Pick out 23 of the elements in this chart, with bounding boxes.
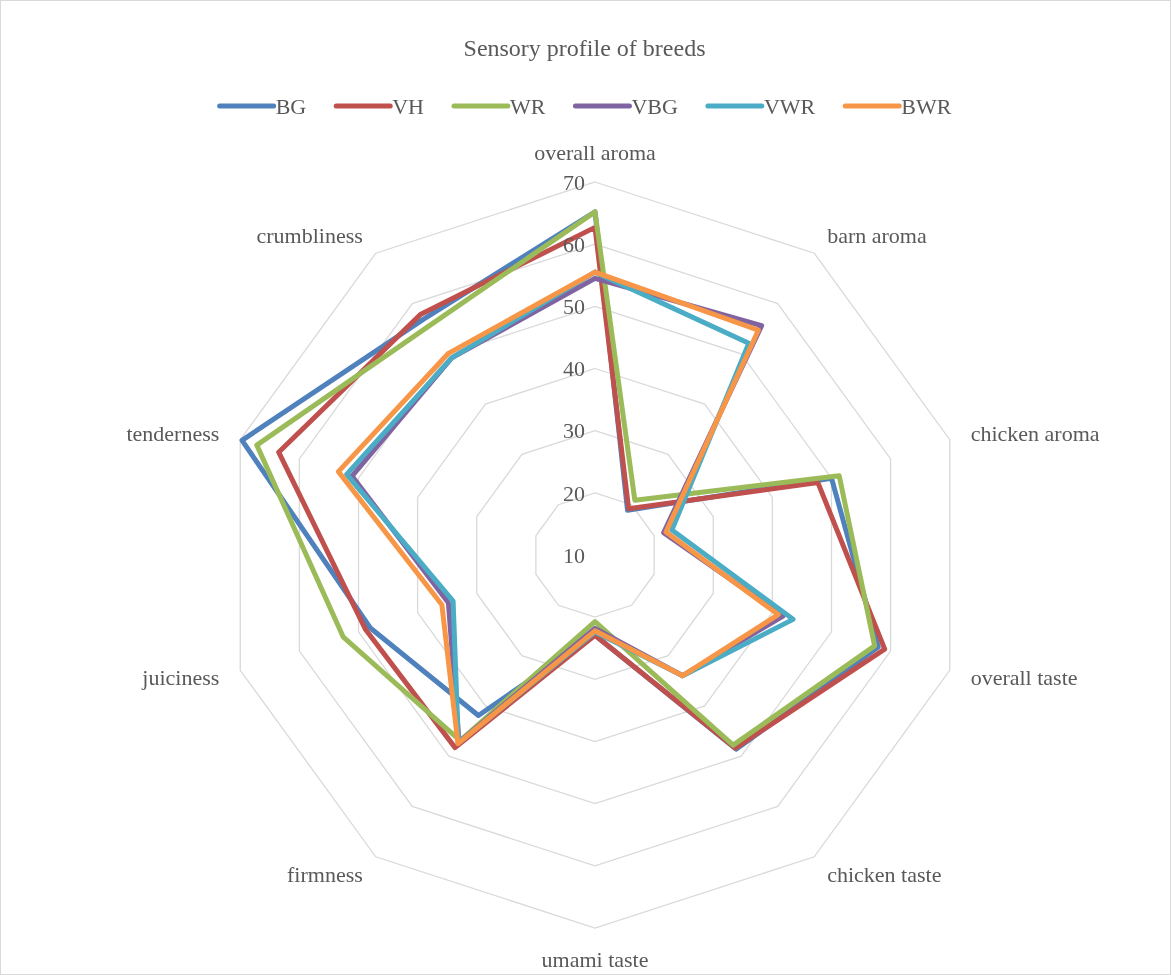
spoke-label: umami taste [541,946,649,972]
spoke-label: crumbliness [256,223,363,249]
legend-label: VH [392,93,425,119]
legend-label: BWR [901,93,952,119]
spoke-label: tenderness [126,420,220,446]
spoke-label: chicken aroma [970,420,1100,446]
spoke-label: firmness [287,862,363,888]
chart-title: Sensory profile of breeds [463,35,706,61]
spoke-label: juiciness [141,664,220,690]
spoke-label: barn aroma [827,223,927,249]
legend-label: WR [509,93,546,119]
y-tick-label: 70 [563,169,585,195]
y-tick-label: 40 [563,356,585,382]
spoke-label: overall taste [970,664,1078,690]
legend-label: BG [275,93,307,119]
y-tick-label: 20 [563,480,585,506]
legend-label: VWR [763,93,816,119]
spoke-label: chicken taste [827,862,942,888]
spoke-label: overall aroma [534,140,656,165]
y-tick-label: 10 [563,542,585,568]
y-tick-label: 30 [563,418,585,444]
legend-label: VBG [631,93,679,119]
y-tick-label: 50 [563,294,585,320]
